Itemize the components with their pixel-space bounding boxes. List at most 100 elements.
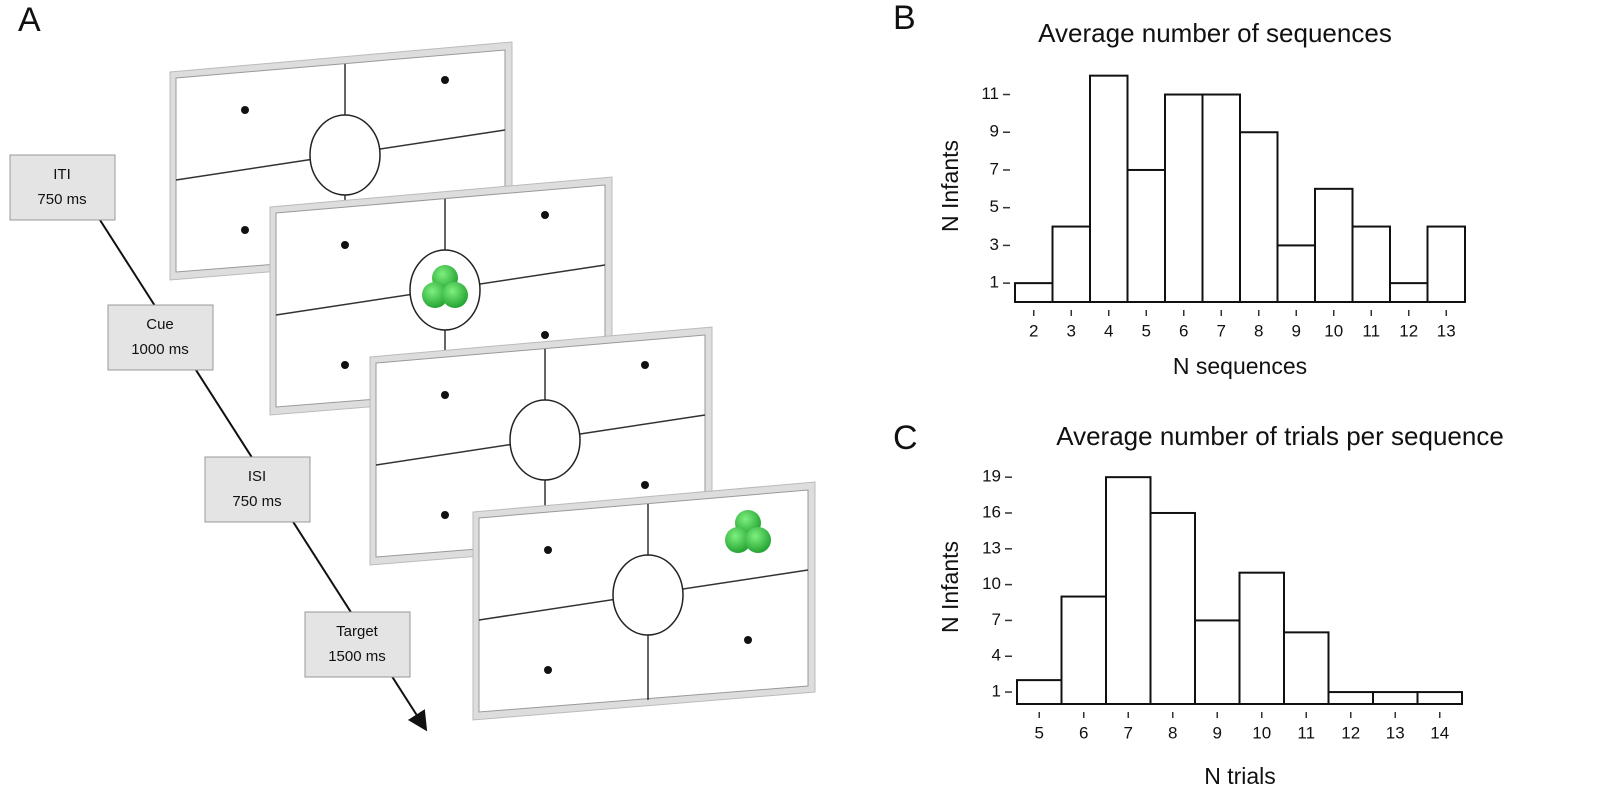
target-dot	[441, 511, 449, 519]
target-dot	[544, 546, 552, 554]
x-tick-label: 13	[1437, 321, 1456, 340]
x-tick-label: 6	[1179, 321, 1188, 340]
target-dot	[541, 331, 549, 339]
bar	[1351, 225, 1391, 303]
y-tick-label: 11	[981, 84, 999, 103]
y-tick-label: 7	[992, 610, 1001, 629]
x-tick-label: 4	[1104, 321, 1113, 340]
x-axis-label: N sequences	[1173, 353, 1307, 379]
x-tick-label: 6	[1079, 723, 1088, 742]
step-box	[204, 456, 311, 523]
x-tick-label: 11	[1297, 723, 1315, 742]
step-duration: 750 ms	[37, 191, 86, 208]
y-tick-label: 10	[982, 574, 1001, 593]
target-dot	[641, 361, 649, 369]
screen	[369, 326, 713, 566]
bar	[1126, 168, 1166, 303]
x-tick-label: 7	[1217, 321, 1226, 340]
x-tick-label: 12	[1341, 723, 1360, 742]
bar	[1238, 571, 1285, 705]
x-tick-label: 11	[1362, 321, 1380, 340]
x-tick-label: 10	[1324, 321, 1343, 340]
y-tick-label: 13	[982, 538, 1001, 557]
y-tick-label: 16	[982, 502, 1001, 521]
step-name: ITI	[53, 166, 71, 183]
fixation-circle	[309, 114, 381, 196]
panel-label: A	[18, 1, 41, 39]
chart-title: Average number of trials per sequence	[1056, 421, 1504, 451]
y-tick-label: 9	[990, 122, 999, 141]
stimulus-lobe	[422, 282, 448, 308]
bar	[1014, 282, 1054, 304]
stimulus-lobe	[725, 527, 751, 553]
target-dot	[241, 226, 249, 234]
step-box	[9, 154, 116, 221]
x-tick-label: 13	[1386, 723, 1405, 742]
bar	[1239, 131, 1279, 303]
target-dot	[341, 361, 349, 369]
x-tick-label: 14	[1430, 723, 1449, 742]
target-dot	[341, 241, 349, 249]
bar	[1060, 595, 1107, 706]
stimulus-lobe	[745, 527, 771, 553]
y-axis-label: N Infants	[937, 140, 963, 232]
x-tick-label: 3	[1067, 321, 1076, 340]
panel-label: C	[893, 419, 918, 457]
x-tick-label: 7	[1124, 723, 1133, 742]
step-duration: 1500 ms	[328, 648, 386, 665]
bar	[1194, 619, 1241, 706]
y-tick-label: 1	[990, 273, 999, 292]
bar	[1164, 93, 1204, 303]
bar	[1089, 74, 1129, 303]
step-box	[107, 304, 214, 371]
bar	[1105, 476, 1152, 705]
x-tick-label: 2	[1029, 321, 1038, 340]
chart-title: Average number of sequences	[1038, 18, 1392, 48]
target-dot	[441, 76, 449, 84]
x-tick-label: 9	[1292, 321, 1301, 340]
bar	[1283, 631, 1330, 706]
bar	[1327, 691, 1374, 705]
bar	[1051, 225, 1091, 303]
y-tick-label: 3	[990, 235, 999, 254]
x-axis-label: N trials	[1204, 763, 1276, 789]
target-dot	[541, 211, 549, 219]
screen	[472, 481, 816, 721]
panel-label: B	[893, 0, 916, 37]
y-tick-label: 7	[990, 159, 999, 178]
panel-a: A ITI 750 ms Cue 1000 ms ISI 750 ms Target 1500…	[9, 1, 816, 732]
x-tick-label: 5	[1142, 321, 1151, 340]
bar	[1389, 282, 1429, 304]
x-tick-label: 8	[1254, 321, 1263, 340]
target-dot	[241, 106, 249, 114]
bar	[1416, 691, 1463, 705]
y-tick-label: 1	[992, 682, 1001, 701]
fixation-circle	[509, 399, 581, 481]
bar	[1149, 511, 1196, 706]
target-dot	[544, 666, 552, 674]
bar	[1276, 244, 1316, 303]
y-axis-label: N Infants	[937, 541, 963, 633]
bar	[1372, 691, 1419, 705]
step-box	[304, 611, 411, 678]
bar	[1314, 187, 1354, 303]
bar	[1201, 93, 1241, 303]
x-tick-label: 8	[1168, 723, 1177, 742]
y-tick-label: 19	[982, 467, 1001, 486]
target-dot	[441, 391, 449, 399]
step-duration: 1000 ms	[131, 341, 189, 358]
y-tick-label: 4	[992, 646, 1001, 665]
bar	[1016, 679, 1063, 705]
step-name: ISI	[248, 468, 266, 485]
stimulus-lobe	[442, 282, 468, 308]
step-name: Cue	[146, 316, 174, 333]
target-dot	[641, 481, 649, 489]
target-dot	[744, 636, 752, 644]
step-name: Target	[336, 623, 379, 640]
x-tick-label: 5	[1035, 723, 1044, 742]
y-tick-label: 5	[990, 197, 999, 216]
x-tick-label: 9	[1213, 723, 1222, 742]
x-tick-label: 10	[1252, 723, 1271, 742]
step-duration: 750 ms	[232, 493, 281, 510]
